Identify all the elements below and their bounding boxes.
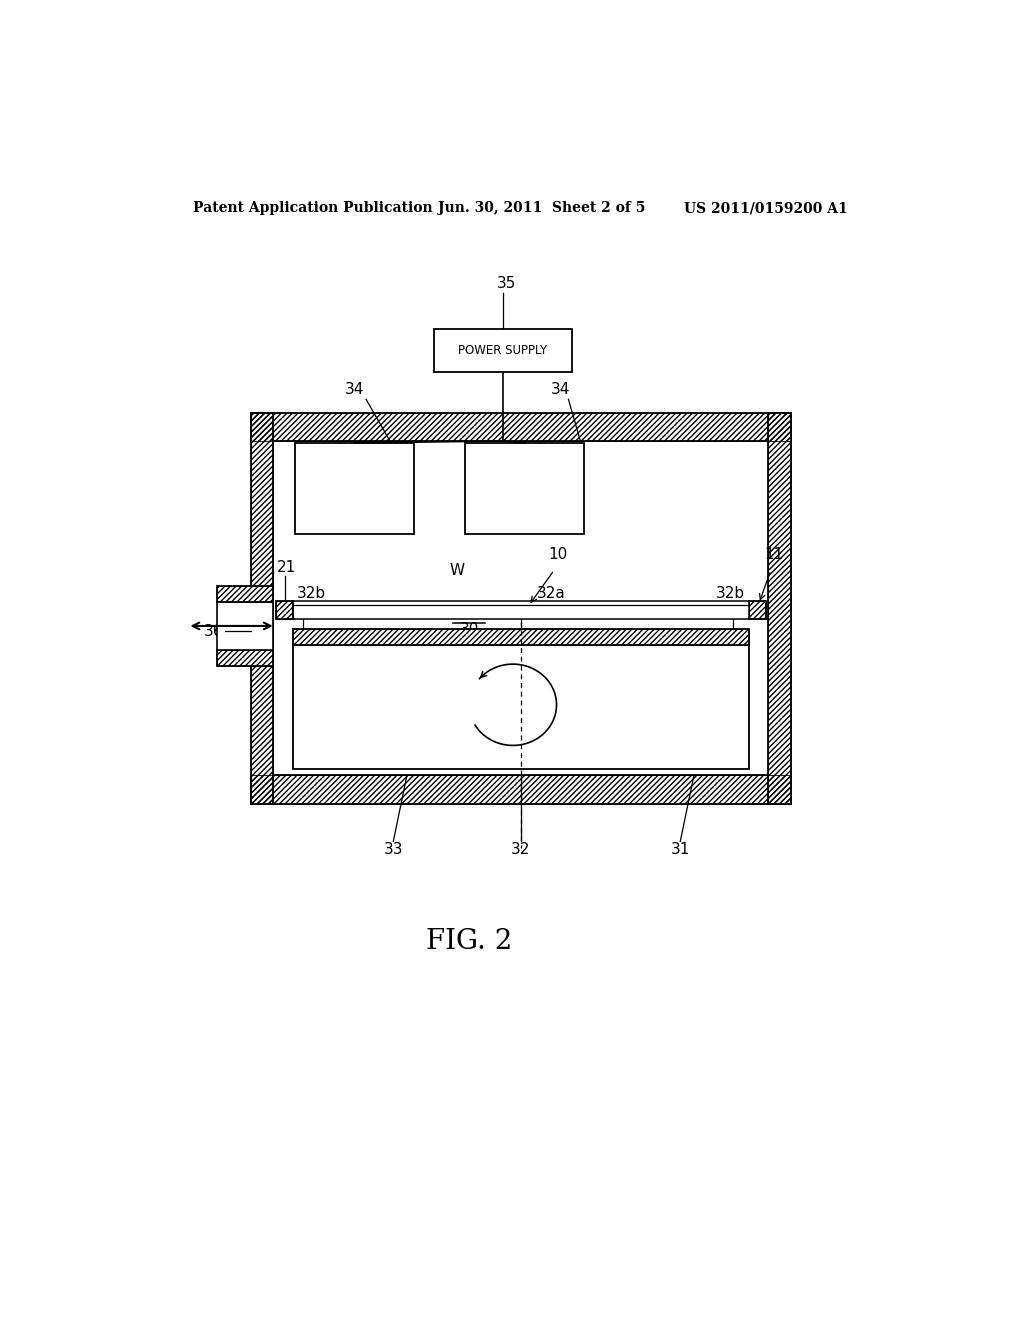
Bar — [768, 413, 791, 804]
Bar — [433, 329, 572, 372]
Bar — [251, 413, 791, 441]
Text: Jun. 30, 2011  Sheet 2 of 5: Jun. 30, 2011 Sheet 2 of 5 — [437, 201, 645, 215]
Bar — [749, 601, 766, 619]
Bar — [768, 413, 791, 804]
Bar — [217, 651, 273, 665]
Text: 30: 30 — [460, 622, 479, 636]
Text: 32b: 32b — [297, 586, 327, 601]
Text: W: W — [450, 564, 465, 578]
Text: 11: 11 — [765, 546, 783, 562]
Text: 32b: 32b — [716, 586, 744, 601]
Bar — [295, 444, 414, 535]
Text: FIG. 2: FIG. 2 — [426, 928, 512, 954]
Bar — [251, 413, 791, 441]
Text: Patent Application Publication: Patent Application Publication — [194, 201, 433, 215]
Text: 34: 34 — [344, 383, 364, 397]
Text: 31: 31 — [671, 842, 690, 858]
Bar — [251, 775, 791, 804]
Text: 32: 32 — [511, 842, 530, 858]
Bar — [293, 645, 749, 770]
Text: 10: 10 — [549, 546, 568, 562]
Text: US 2011/0159200 A1: US 2011/0159200 A1 — [684, 201, 847, 215]
Bar — [273, 441, 768, 775]
Bar — [465, 444, 585, 535]
Bar — [293, 630, 749, 645]
Bar — [217, 586, 273, 602]
Text: POWER SUPPLY: POWER SUPPLY — [459, 345, 548, 356]
Bar — [251, 602, 273, 651]
Bar — [251, 413, 273, 804]
Bar — [217, 586, 273, 602]
Bar — [217, 602, 273, 651]
Text: 36: 36 — [204, 623, 223, 639]
Text: 21: 21 — [278, 560, 296, 576]
Bar — [275, 601, 293, 619]
Text: 35: 35 — [498, 276, 517, 290]
Bar — [217, 651, 273, 665]
Text: 33: 33 — [384, 842, 403, 858]
Bar — [293, 630, 749, 645]
Text: 32a: 32a — [537, 586, 565, 601]
Bar — [293, 601, 749, 619]
Bar — [275, 601, 293, 619]
Bar — [251, 775, 791, 804]
Text: 34: 34 — [551, 383, 570, 397]
Bar — [749, 601, 766, 619]
Bar — [251, 413, 273, 804]
